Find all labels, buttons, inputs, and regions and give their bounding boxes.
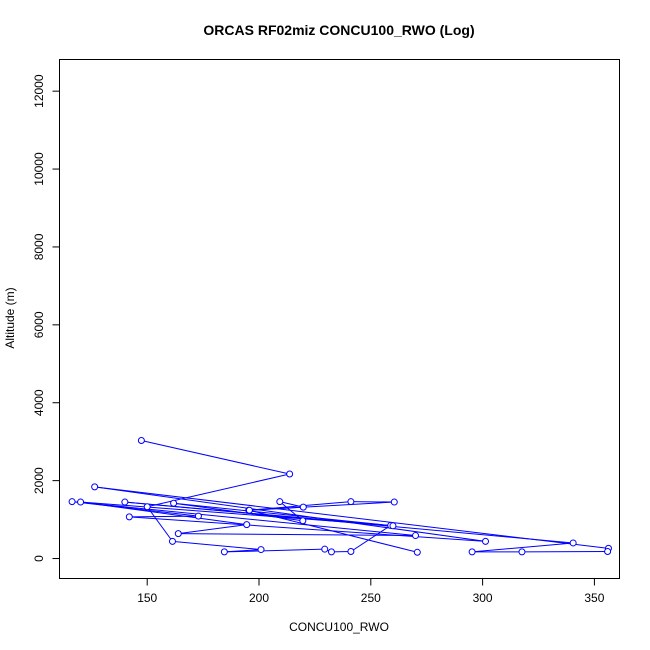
data-point [68,498,76,506]
series-segment [173,502,393,527]
data-point [347,548,355,556]
series-segment [94,486,486,542]
series-segment [129,515,199,518]
series-segment [279,501,304,522]
y-tick-label: 0 [32,555,46,562]
data-point [257,546,265,554]
x-tick-label: 350 [584,591,604,605]
data-point [468,548,476,556]
data-point [569,539,577,547]
x-tick-label: 200 [249,591,269,605]
data-point [389,522,397,530]
data-point [482,537,490,545]
y-tick-label: 2000 [32,467,46,494]
data-point [143,503,151,511]
series-segment [249,501,395,511]
data-point [276,498,284,506]
data-point [299,517,307,525]
series-segment [141,440,290,475]
series-segment [350,525,391,552]
data-point [243,521,251,529]
series-segment [172,540,262,551]
data-point [174,530,182,538]
chart-title: ORCAS RF02miz CONCU100_RWO (Log) [203,22,474,38]
data-point [245,506,253,514]
x-tick-label: 150 [137,591,157,605]
y-tick-label: 4000 [32,389,46,416]
y-tick-label: 6000 [32,311,46,338]
data-point [327,548,335,556]
x-axis: 150 200 250 300 350 [137,578,605,605]
series-segment [146,506,173,542]
x-tick-label: 300 [473,591,493,605]
x-axis-label: CONCU100_RWO [289,620,389,634]
data-point [286,470,294,478]
data-point [518,548,526,556]
series-segment [72,501,416,537]
data-point [220,548,228,556]
x-tick-label: 250 [361,591,381,605]
data-point [91,483,99,491]
data-point [170,499,178,507]
data-point [194,512,202,520]
series-segment [178,533,416,537]
data-point [390,498,398,506]
data-point [604,548,612,556]
y-axis: 0 2000 4000 6000 8000 10000 12000 [32,74,60,562]
series-segment [129,516,486,542]
data-point [77,498,85,506]
points-group [68,437,612,556]
data-point [168,537,176,545]
data-point [125,513,133,521]
data-point [137,437,145,445]
series-segment [248,501,351,511]
series-segment [72,501,199,517]
data-point [321,545,329,553]
data-point [121,498,129,506]
data-point [347,498,355,506]
series-segment [178,524,247,535]
data-point [299,503,307,511]
y-tick-label: 10000 [32,152,46,186]
series-segment [472,542,574,553]
data-point [413,548,421,556]
y-tick-label: 8000 [32,233,46,260]
series-segment [124,501,393,527]
data-point [412,532,420,540]
series-segment [224,548,325,553]
series-segment [249,509,418,553]
y-tick-label: 12000 [32,74,46,108]
y-axis-label: Altitude (m) [3,287,17,348]
